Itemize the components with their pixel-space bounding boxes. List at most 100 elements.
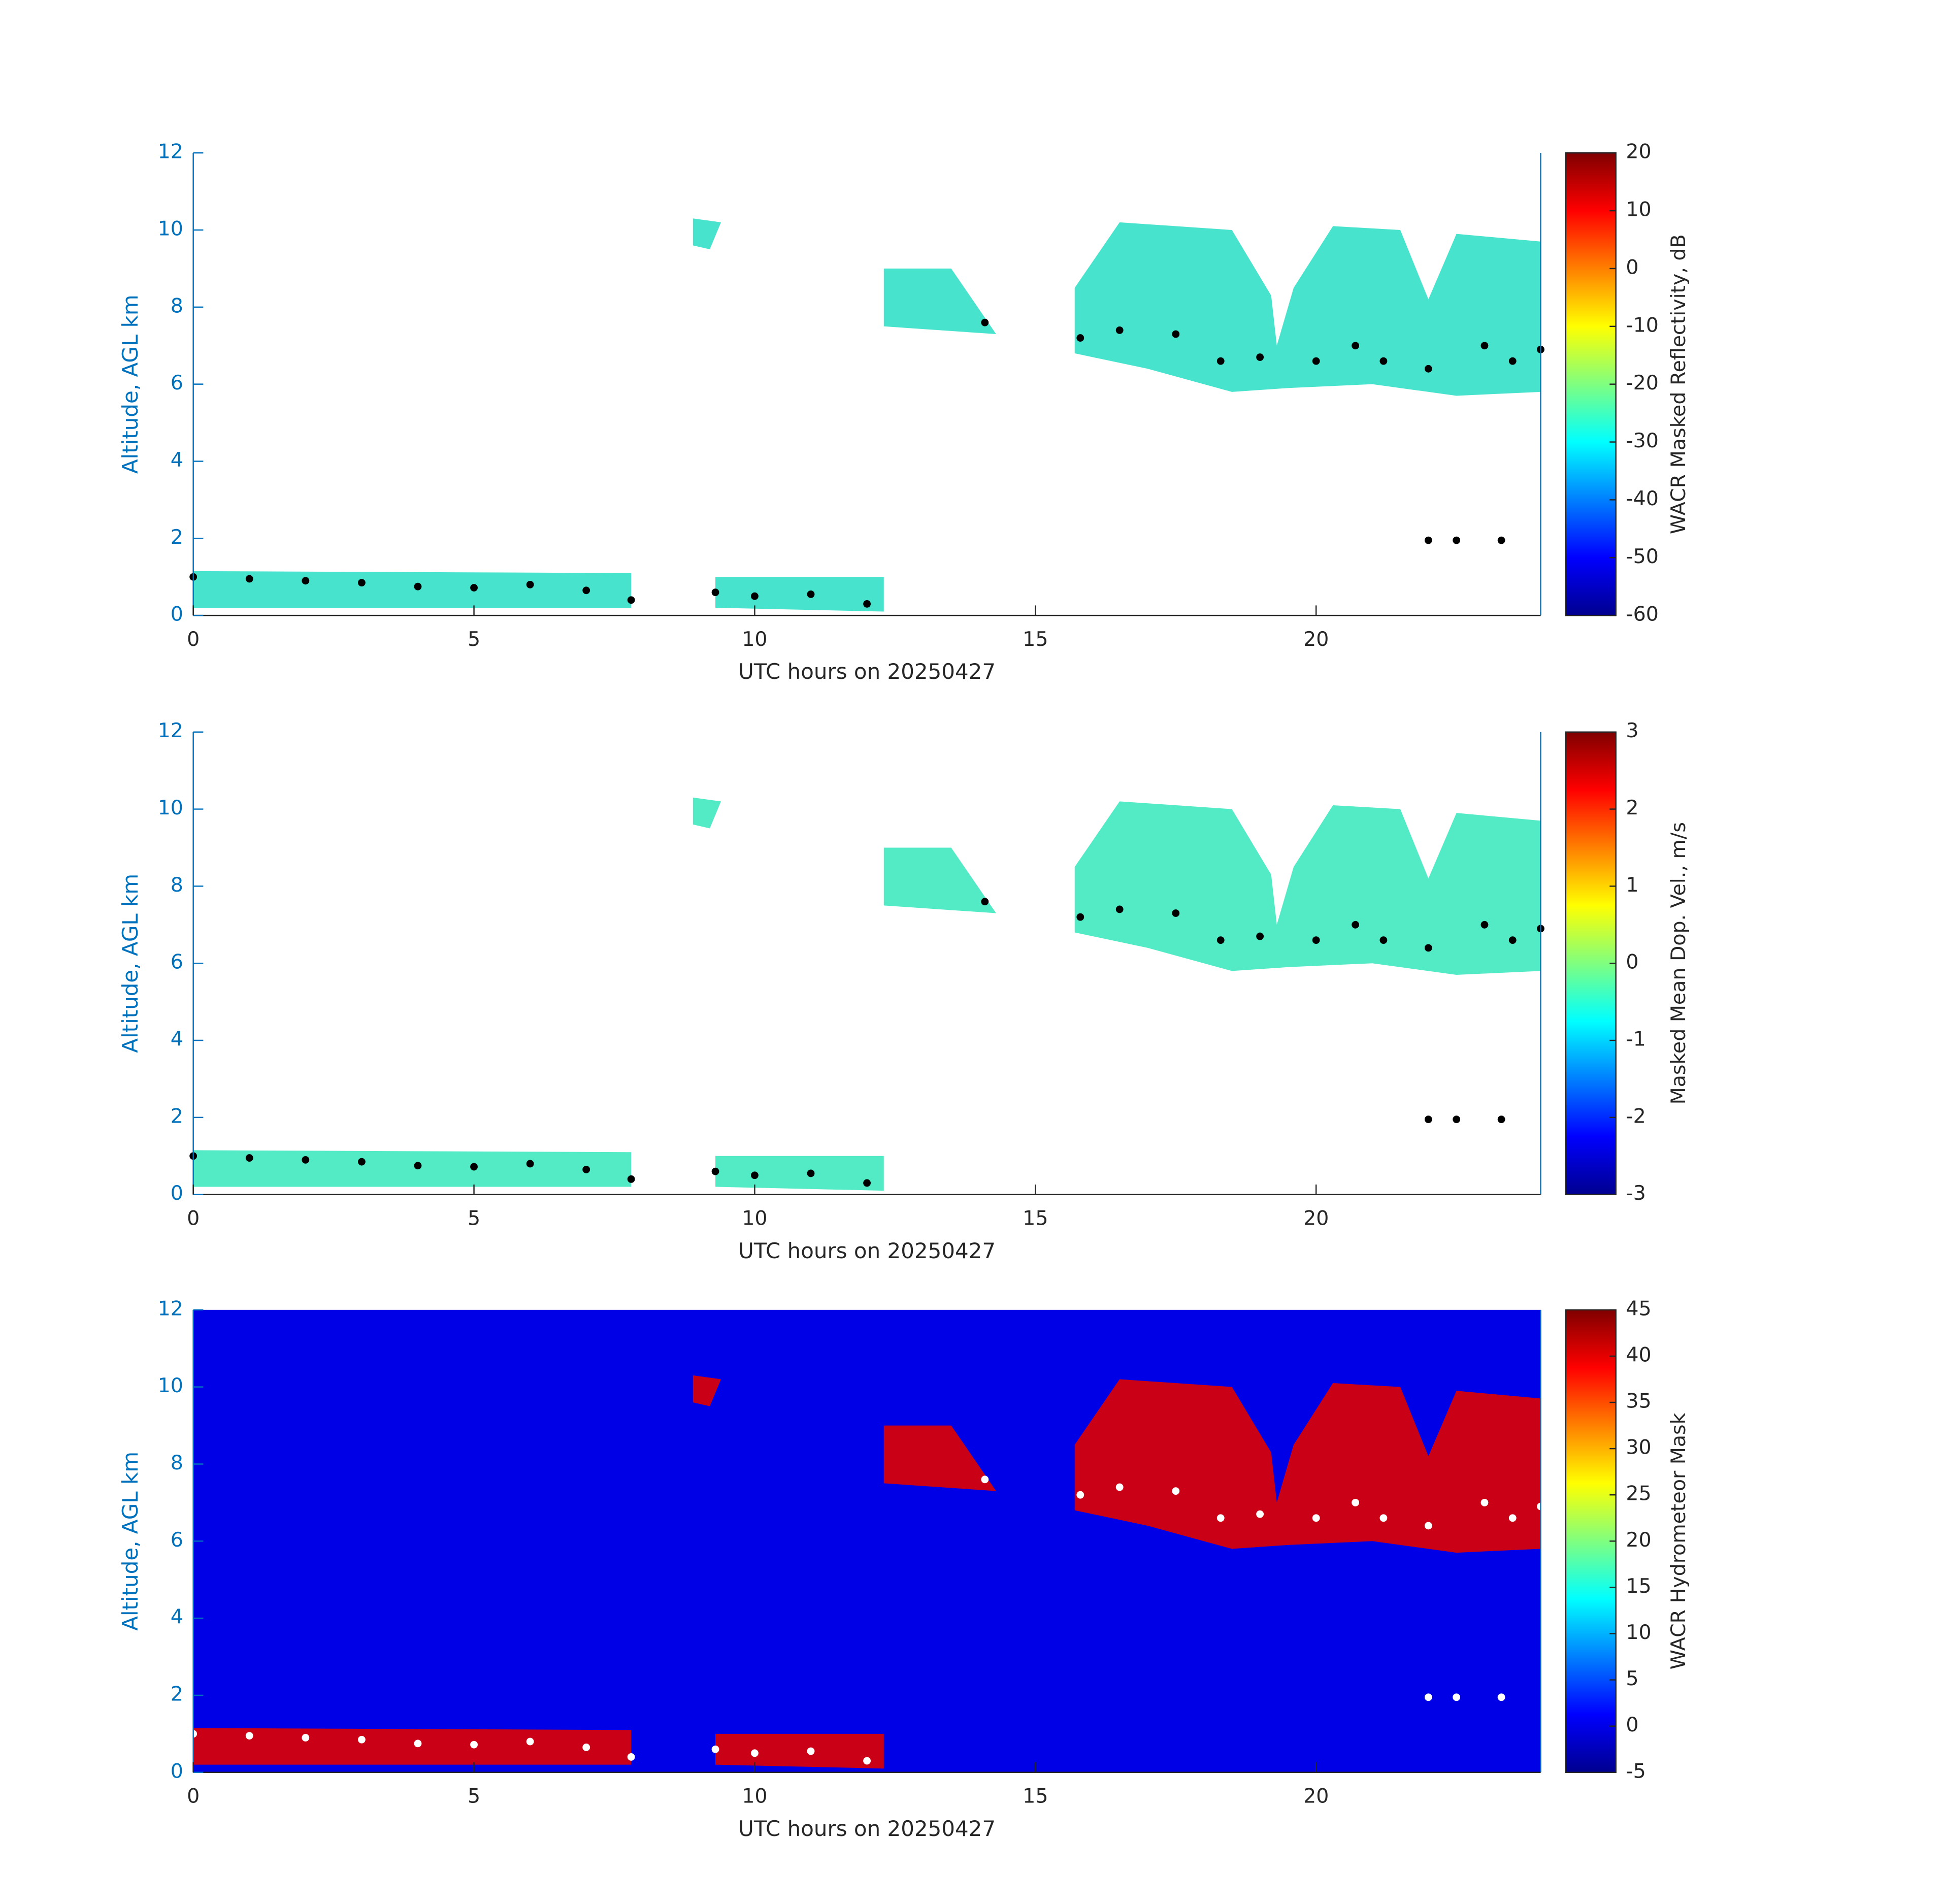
cloud-base-point [1216,936,1225,944]
x-tick-label: 20 [1303,1785,1329,1808]
cloud-region [193,1728,632,1765]
cloud-region [715,1156,884,1191]
cloud-base-point [302,1734,310,1742]
colorbar-tick-label: -2 [1626,1104,1645,1128]
colorbar-tick-label: -30 [1626,429,1659,452]
cloud-base-point [1480,921,1489,929]
cloud-base-point [1216,1514,1225,1522]
cloud-base-point [526,1737,534,1746]
cloud-base-point [1453,1115,1461,1124]
cloud-base-point [1352,921,1360,929]
x-tick-label: 15 [1023,1785,1048,1808]
cloud-base-point [1379,357,1388,365]
cloud-region [715,1733,884,1769]
cloud-base-point [1115,905,1124,913]
cloud-region [1074,222,1541,396]
cloud-base-point [1453,1693,1461,1701]
cloud-base-point [526,581,534,588]
cloud-base-point [1424,1115,1432,1124]
y-tick-label: 12 [158,1297,183,1320]
colorbar [1565,1309,1617,1774]
cloud-base-point [1076,913,1084,921]
cloud-base-point [357,579,366,587]
colorbar-tick-label: 0 [1626,950,1638,974]
cloud-base-point [245,1732,253,1740]
cloud-region [693,218,721,249]
y-tick-label: 10 [158,1374,183,1397]
colorbar-tick-label: 2 [1626,796,1638,819]
colorbar-label: Masked Mean Dop. Vel., m/s [1667,822,1690,1104]
cloud-base-point [245,1154,253,1162]
colorbar-tick-label: -10 [1626,313,1659,337]
colorbar-tick-label: -40 [1626,487,1659,510]
cloud-base-point [1172,1487,1180,1495]
cloud-base-point [1424,536,1432,544]
cloud-base-point [582,586,590,595]
x-tick-label: 0 [187,1785,200,1808]
cloud-base-point [1216,357,1225,365]
cloud-base-point [751,1171,759,1179]
cloud-base-point [981,318,989,326]
cloud-base-point [807,1169,815,1177]
y-tick-label: 2 [171,1104,183,1128]
x-tick-label: 5 [468,628,480,651]
cloud-base-point [414,1739,422,1748]
cloud-region [1074,801,1541,975]
cloud-region [883,268,996,334]
cloud-base-point [1312,1514,1320,1522]
x-tick-label: 20 [1303,1207,1329,1230]
colorbar-tick-label: 0 [1626,1713,1638,1736]
y-tick-label: 10 [158,217,183,241]
colorbar-tick-label: -3 [1626,1181,1645,1205]
cloud-base-point [470,584,478,592]
cloud-base-point [357,1735,366,1744]
colorbar-tick-label: 35 [1626,1390,1651,1413]
cloud-base-point [1172,909,1180,917]
colorbar-tick-label: 5 [1626,1667,1638,1690]
colorbar-label: WACR Hydrometeor Mask [1667,1413,1690,1669]
cloud-base-point [1379,1514,1388,1522]
colorbar [1565,152,1617,616]
y-tick-label: 4 [171,1605,183,1629]
y-tick-label: 6 [171,371,183,395]
colorbar-tick-label: 20 [1626,140,1651,163]
x-axis-label: UTC hours on 20250427 [738,1816,996,1841]
cloud-base-point [1352,1498,1360,1506]
cloud-base-point [807,590,815,598]
cloud-base-point [1115,1483,1124,1491]
cloud-base-point [711,1167,719,1175]
colorbar-tick-label: -60 [1626,603,1659,626]
cloud-base-point [1453,536,1461,544]
cloud-base-point [1497,1115,1505,1124]
colorbar-tick-label: 10 [1626,1621,1651,1644]
cloud-base-point [863,1179,871,1187]
cloud-base-point [751,1749,759,1757]
colorbar-tick-label: -50 [1626,545,1659,568]
cloud-base-point [863,1757,871,1765]
cloud-base-point [1424,944,1432,952]
cloud-base-point [357,1158,366,1166]
cloud-base-point [1480,1498,1489,1506]
y-tick-label: 2 [171,526,183,549]
colorbar [1565,731,1617,1195]
y-tick-label: 12 [158,140,183,163]
x-tick-label: 15 [1023,1207,1048,1230]
colorbar-tick-label: 0 [1626,255,1638,279]
y-tick-label: 2 [171,1682,183,1705]
cloud-base-point [1508,357,1517,365]
x-tick-label: 0 [187,628,200,651]
cloud-base-point [1115,326,1124,334]
colorbar-tick-label: -5 [1626,1759,1645,1783]
colorbar-label: WACR Masked Reflectivity, dB [1667,234,1690,534]
cloud-base-point [1312,936,1320,944]
cloud-base-point [1424,1693,1432,1701]
cloud-base-point [1256,932,1264,940]
cloud-base-point [245,575,253,583]
cloud-base-point [1424,1522,1432,1530]
cloud-base-point [711,588,719,597]
colorbar-tick-label: 45 [1626,1297,1651,1320]
cloud-base-point [1379,936,1388,944]
cloud-base-point [1172,330,1180,338]
cloud-base-point [414,1162,422,1170]
cloud-base-point [582,1744,590,1751]
